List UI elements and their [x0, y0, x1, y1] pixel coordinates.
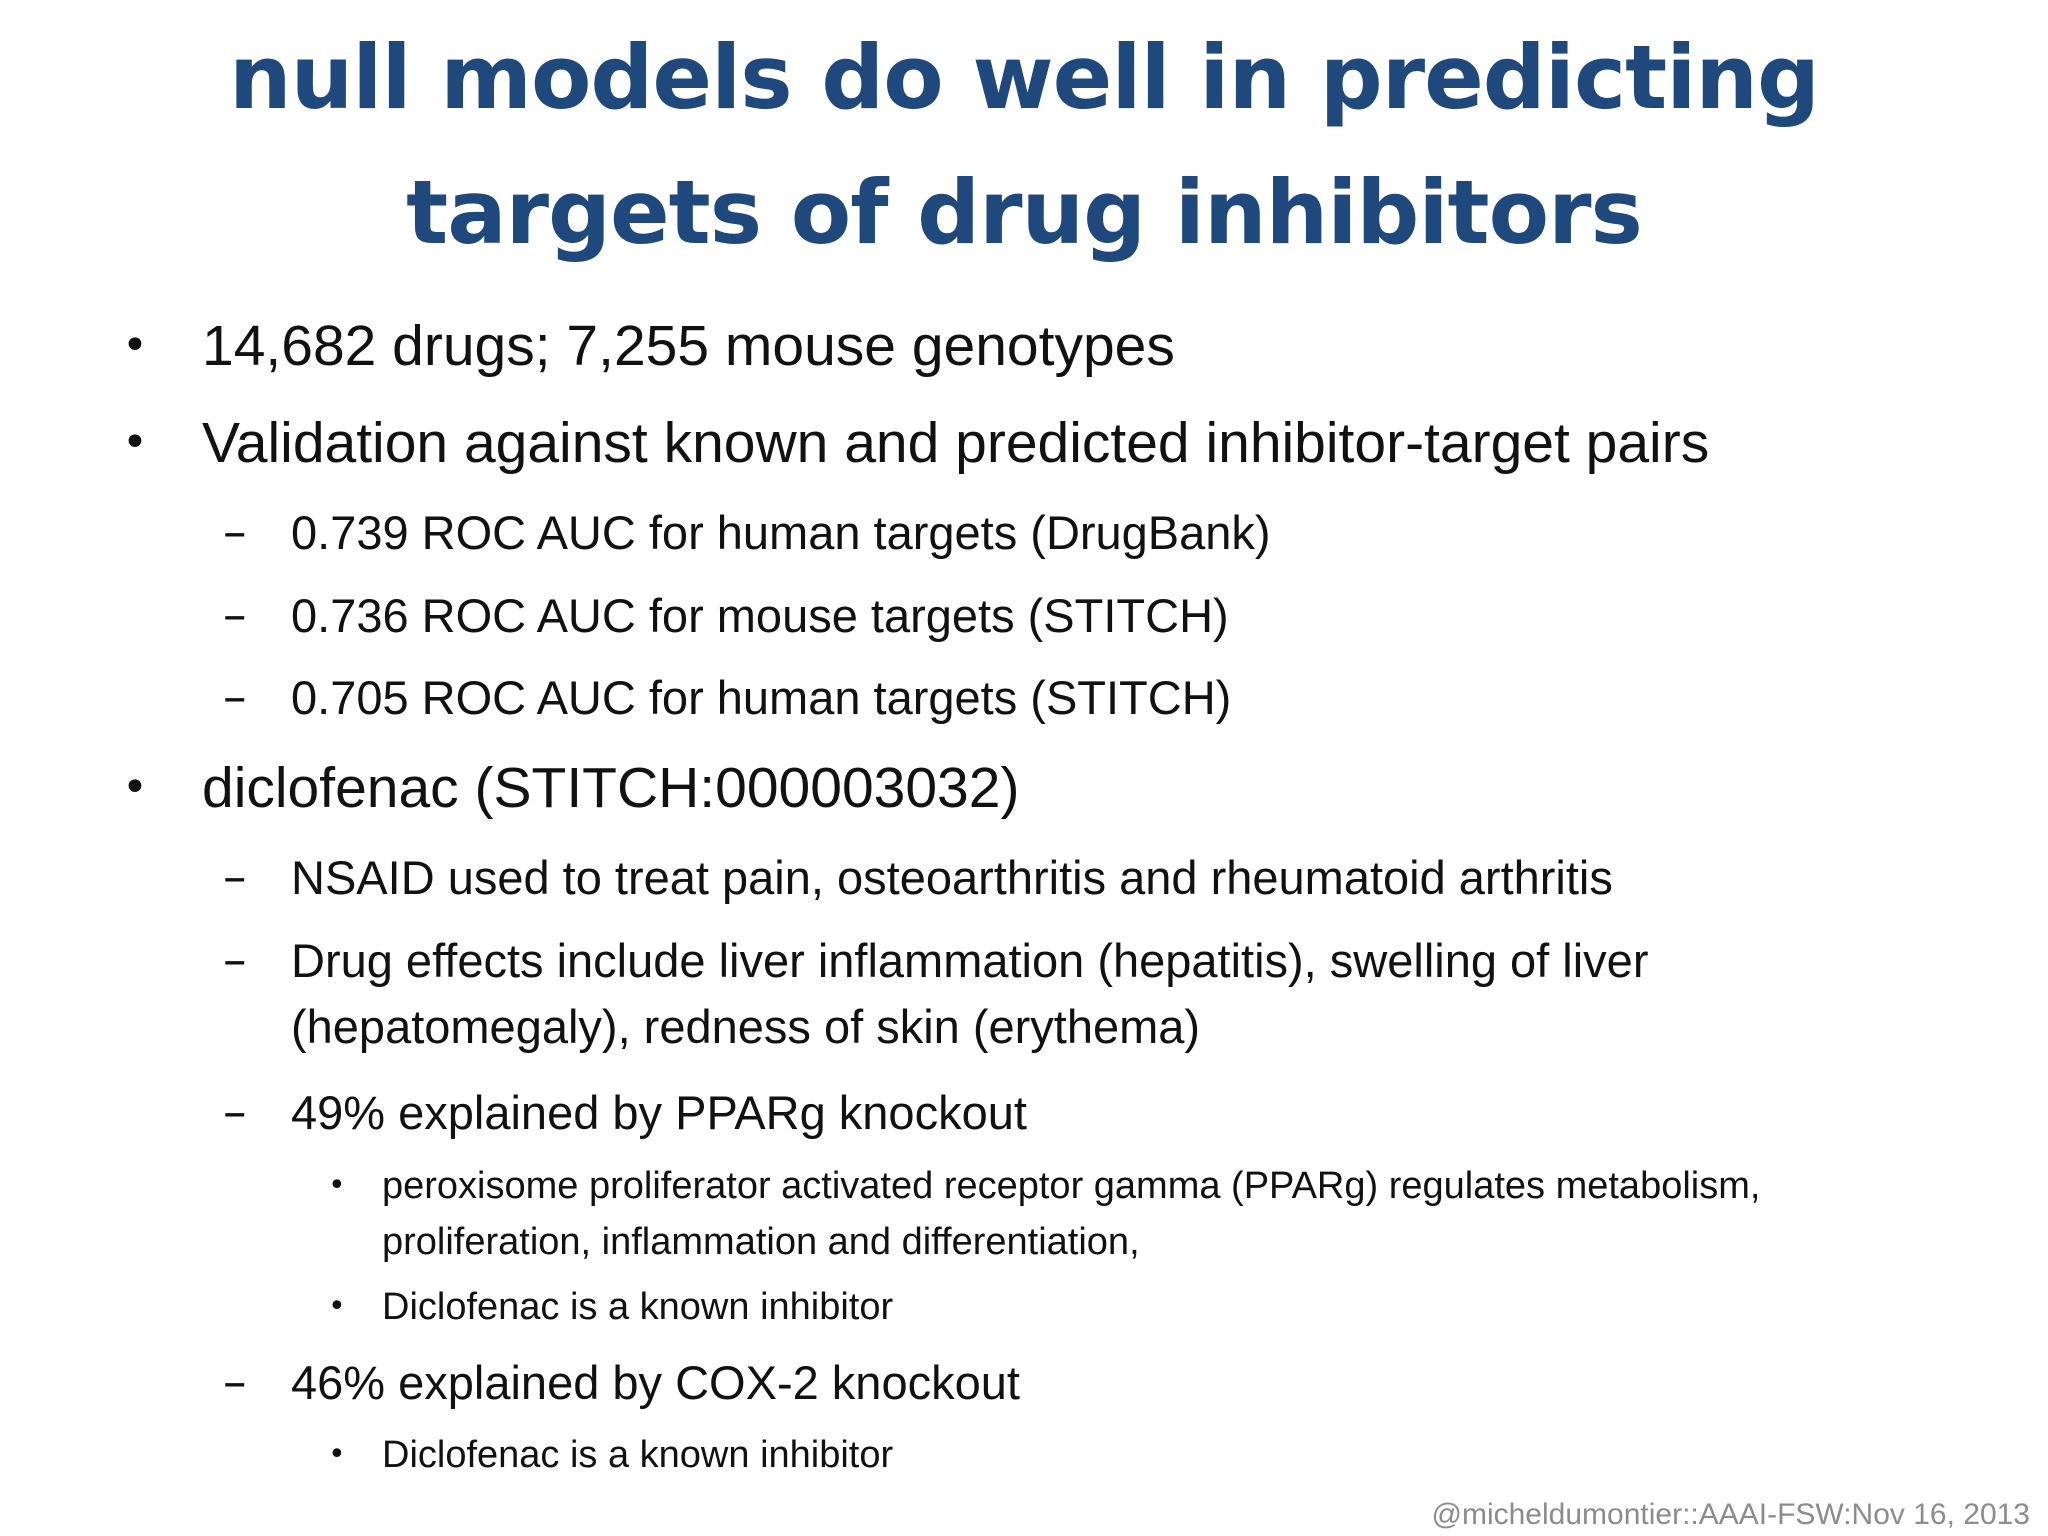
bullet-marker: •: [328, 1279, 346, 1335]
list-item-text: 49% explained by PPARg knockout: [291, 1080, 1851, 1146]
list-item: • diclofenac (STITCH:000003032): [122, 755, 1922, 821]
list-item-text: 0.739 ROC AUC for human targets (DrugBan…: [291, 500, 1851, 566]
dash-marker: –: [223, 583, 247, 649]
list-item-text: diclofenac (STITCH:000003032): [202, 755, 1019, 821]
list-item-text: 46% explained by COX-2 knockout: [291, 1350, 1851, 1416]
list-item-text: Validation against known and predicted i…: [202, 410, 1709, 476]
list-item-text: NSAID used to treat pain, osteoarthritis…: [291, 845, 1851, 911]
bullet-marker: •: [328, 1158, 346, 1214]
list-item-text: 0.705 ROC AUC for human targets (STITCH): [291, 665, 1851, 731]
dash-marker: –: [223, 1080, 247, 1146]
list-item-text: Diclofenac is a known inhibitor: [382, 1279, 1922, 1335]
title-line-1: null models do well in predicting: [0, 10, 2048, 145]
bullet-marker: •: [122, 755, 148, 821]
bullet-marker: •: [122, 410, 148, 476]
dash-marker: –: [223, 500, 247, 566]
bullet-marker: •: [122, 313, 148, 379]
dash-marker: –: [223, 1350, 247, 1416]
list-item: • 14,682 drugs; 7,255 mouse genotypes: [122, 313, 1922, 379]
list-item: • Validation against known and predicted…: [122, 410, 1922, 476]
dash-marker: –: [223, 928, 247, 994]
slide-title: null models do well in predicting target…: [0, 10, 2048, 280]
list-item-text: 0.736 ROC AUC for mouse targets (STITCH): [291, 583, 1851, 649]
list-item-text: Drug effects include liver inflammation …: [291, 928, 1851, 1060]
title-line-2: targets of drug inhibitors: [0, 145, 2048, 280]
footer-credit: @micheldumontier::AAAI-FSW:Nov 16, 2013: [1432, 1498, 2030, 1532]
list-item-text: 14,682 drugs; 7,255 mouse genotypes: [202, 313, 1175, 379]
dash-marker: –: [223, 845, 247, 911]
list-item-text: peroxisome proliferator activated recept…: [382, 1158, 1922, 1270]
bullet-marker: •: [328, 1427, 346, 1483]
list-item-text: Diclofenac is a known inhibitor: [382, 1427, 1922, 1483]
dash-marker: –: [223, 665, 247, 731]
